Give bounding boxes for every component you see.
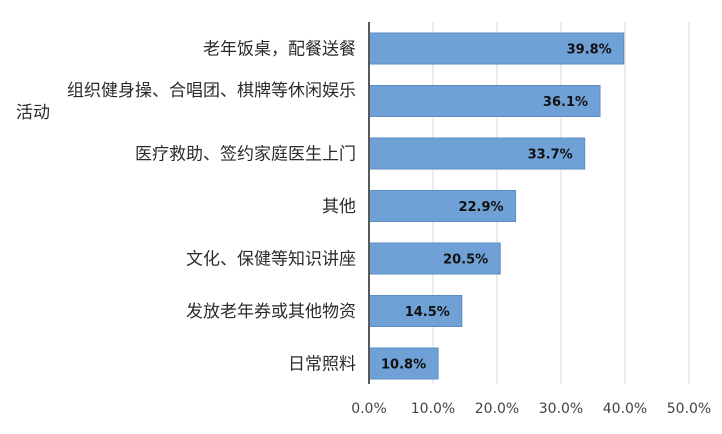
data-label-1: 36.1%	[543, 95, 588, 110]
x-tick-labels: 0.0% 10.0% 20.0% 30.0% 40.0% 50.0%	[351, 401, 711, 417]
data-label-5: 14.5%	[405, 305, 450, 320]
x-tick-label-3: 30.0%	[539, 401, 583, 417]
category-label-1-line2: 活动	[16, 103, 50, 123]
data-label-2: 33.7%	[528, 148, 573, 163]
bar-3	[368, 190, 517, 222]
x-tick-label-1: 10.0%	[411, 401, 455, 417]
bar-0	[368, 32, 625, 65]
category-label-1: 组织健身操、合唱团、棋牌等休闲娱乐	[67, 81, 356, 101]
category-label-6: 日常照料	[288, 355, 356, 375]
x-tick-label-2: 20.0%	[475, 401, 519, 417]
category-label-4: 文化、保健等知识讲座	[186, 250, 356, 270]
bar-5	[368, 295, 463, 327]
x-tick-label-5: 50.0%	[667, 401, 711, 417]
bar-4	[368, 242, 501, 275]
bar-6	[368, 347, 439, 380]
category-labels: 老年饭桌，配餐送餐组织健身操、合唱团、棋牌等休闲娱乐活动医疗救助、签约家庭医生上…	[16, 40, 356, 375]
data-labels: 39.8% 36.1% 33.7% 22.9% 20.5% 14.5% 10.8%	[381, 43, 612, 373]
category-label-2: 医疗救助、签约家庭医生上门	[135, 145, 356, 165]
category-label-0: 老年饭桌，配餐送餐	[203, 40, 356, 60]
x-tick-label-4: 40.0%	[603, 401, 647, 417]
data-label-0: 39.8%	[567, 43, 612, 58]
category-label-5: 发放老年券或其他物资	[186, 302, 356, 322]
bar-2	[368, 137, 586, 170]
data-label-3: 22.9%	[458, 200, 503, 215]
x-tick-label-0: 0.0%	[351, 401, 387, 417]
data-label-6: 10.8%	[381, 358, 426, 373]
data-label-4: 20.5%	[443, 253, 488, 268]
category-label-3: 其他	[322, 197, 356, 217]
